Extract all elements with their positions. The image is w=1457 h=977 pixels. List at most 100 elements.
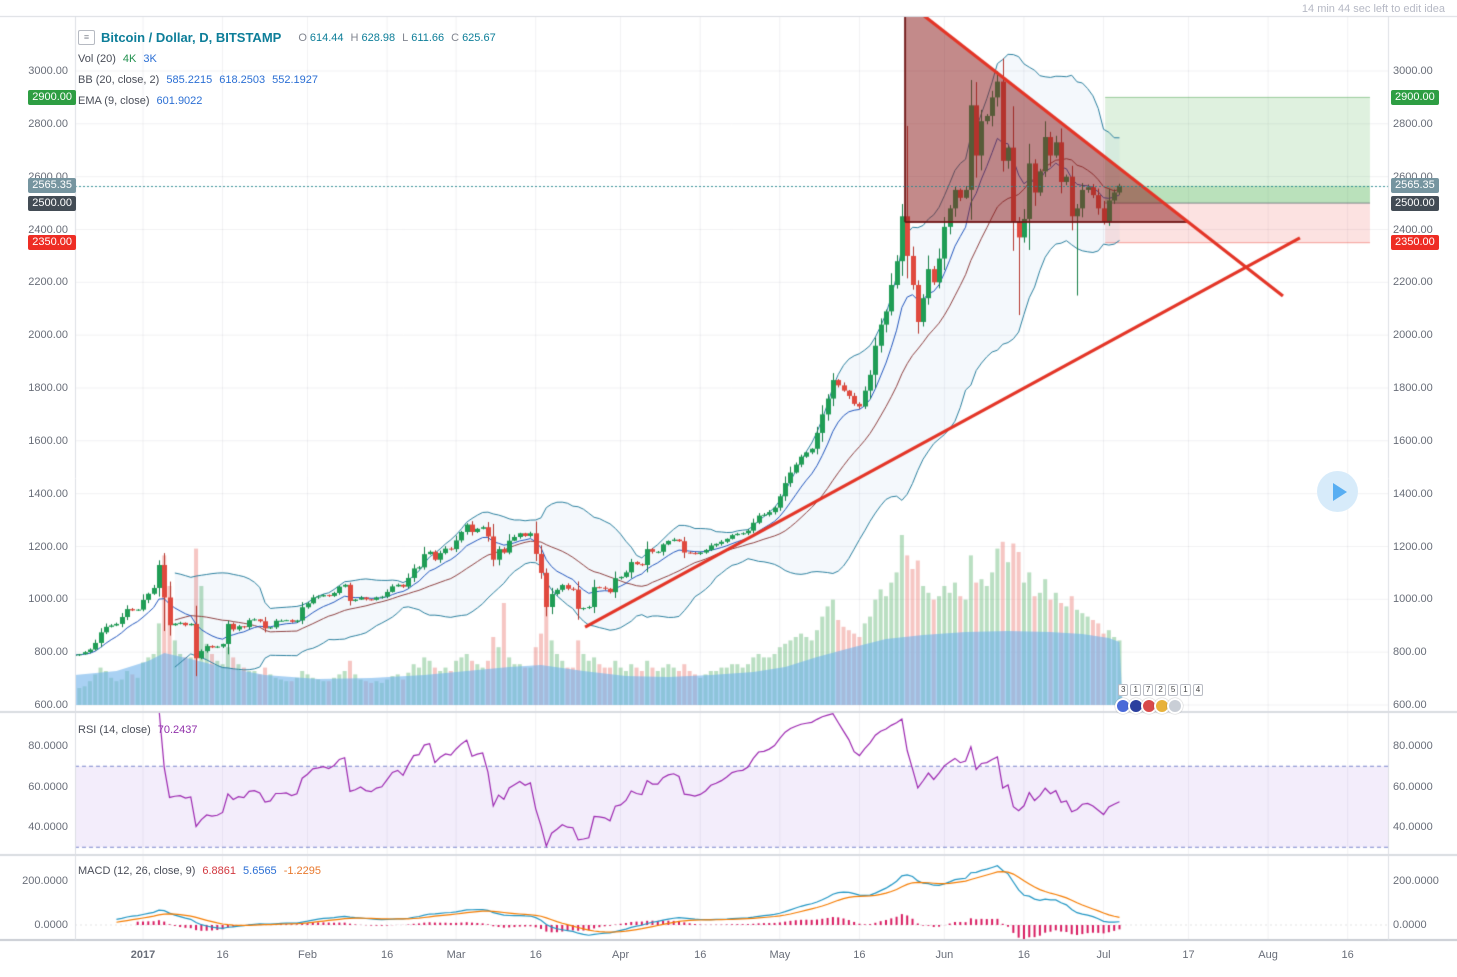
bb-basis-value: 585.2215 bbox=[166, 73, 213, 86]
rsi-value: 70.2437 bbox=[157, 723, 198, 736]
time-label: Mar bbox=[446, 949, 466, 961]
price-badge-right[interactable]: 2900.00 bbox=[1391, 89, 1439, 105]
price-tick: 600.00 bbox=[34, 699, 68, 711]
play-icon bbox=[1333, 482, 1347, 501]
legend-panel: ≡ Bitcoin / Dollar, D, BITSTAMP O 614.44… bbox=[78, 27, 496, 111]
rsi-label: RSI (14, close) bbox=[78, 723, 151, 736]
idea-count: 4 bbox=[1192, 684, 1204, 696]
idea-count: 7 bbox=[1142, 684, 1154, 696]
low-value: 611.66 bbox=[411, 31, 445, 44]
symbol-row[interactable]: ≡ Bitcoin / Dollar, D, BITSTAMP O 614.44… bbox=[78, 27, 496, 48]
volume-value: 4K bbox=[122, 52, 137, 65]
price-tick: 3000.00 bbox=[28, 65, 68, 77]
bb-legend[interactable]: BB (20, close, 2) 585.2215 618.2503 552.… bbox=[78, 69, 496, 90]
rsi-tick: 60.0000 bbox=[1393, 780, 1433, 793]
idea-count: 1 bbox=[1180, 684, 1191, 696]
ema-value: 601.9022 bbox=[156, 94, 203, 107]
edit-countdown-text: 14 min 44 sec left to edit idea bbox=[1301, 3, 1445, 15]
time-label: Jun bbox=[935, 949, 954, 961]
price-tick: 1400.00 bbox=[28, 487, 68, 500]
play-button[interactable] bbox=[1317, 471, 1358, 512]
time-label: Aug bbox=[1258, 949, 1278, 961]
price-tick: 1600.00 bbox=[1393, 434, 1433, 447]
price-badge-right[interactable]: 2500.00 bbox=[1391, 195, 1439, 211]
idea-count: 3 bbox=[1118, 684, 1129, 696]
price-tick: 2000.00 bbox=[1393, 329, 1433, 342]
price-tick: 1000.00 bbox=[28, 593, 68, 606]
price-tick: 800.00 bbox=[1393, 646, 1427, 659]
high-label: H bbox=[350, 31, 359, 44]
rsi-tick: 40.0000 bbox=[1393, 821, 1433, 833]
rsi-tick: 80.0000 bbox=[1393, 740, 1433, 752]
price-tick: 2800.00 bbox=[1393, 117, 1433, 130]
idea-avatars bbox=[1115, 698, 1203, 714]
macd-hist-value: 6.8861 bbox=[202, 864, 237, 877]
macd-label: MACD (12, 26, close, 9) bbox=[78, 864, 196, 877]
ema-label: EMA (9, close) bbox=[78, 94, 150, 107]
macd-tick: 0.0000 bbox=[1393, 919, 1427, 931]
time-label: 16 bbox=[1341, 949, 1354, 961]
rsi-tick: 80.0000 bbox=[28, 740, 68, 752]
rsi-tick: 60.0000 bbox=[28, 780, 68, 793]
time-label: 16 bbox=[380, 949, 394, 961]
price-badge-left[interactable]: 2900.00 bbox=[28, 89, 76, 105]
volume-ma-value: 3K bbox=[143, 52, 157, 65]
rsi-tick: 40.0000 bbox=[28, 821, 68, 833]
rsi-legend[interactable]: RSI (14, close) 70.2437 bbox=[78, 719, 198, 740]
bb-label: BB (20, close, 2) bbox=[78, 73, 160, 86]
bb-lower-value: 552.1927 bbox=[272, 73, 318, 86]
idea-count: 5 bbox=[1167, 684, 1179, 696]
price-tick: 2000.00 bbox=[28, 329, 68, 342]
price-tick: 2400.00 bbox=[28, 223, 68, 236]
price-tick: 1800.00 bbox=[1393, 382, 1433, 394]
price-badge-right[interactable]: 2565.35 bbox=[1391, 178, 1439, 194]
idea-count: 2 bbox=[1155, 684, 1166, 696]
time-label: 17 bbox=[1182, 949, 1195, 961]
price-tick: 2200.00 bbox=[1393, 276, 1433, 289]
price-tick: 1200.00 bbox=[28, 540, 68, 553]
time-label: 16 bbox=[694, 949, 707, 961]
close-value: 625.67 bbox=[462, 31, 496, 44]
time-label: 16 bbox=[1017, 949, 1031, 961]
open-value: 614.44 bbox=[309, 31, 344, 44]
time-label: Jul bbox=[1096, 949, 1111, 961]
volume-legend[interactable]: Vol (20) 4K 3K bbox=[78, 48, 496, 69]
bb-upper-value: 618.2503 bbox=[219, 73, 266, 86]
price-badge-left[interactable]: 2350.00 bbox=[28, 235, 76, 251]
price-tick: 1600.00 bbox=[28, 434, 68, 447]
idea-avatar[interactable] bbox=[1167, 698, 1183, 714]
ema-legend[interactable]: EMA (9, close) 601.9022 bbox=[78, 90, 496, 111]
price-tick: 3000.00 bbox=[1393, 65, 1433, 77]
time-label: 16 bbox=[529, 949, 542, 961]
price-tick: 800.00 bbox=[34, 646, 68, 659]
macd-signal-value: -1.2295 bbox=[283, 864, 321, 877]
price-tick: 2800.00 bbox=[28, 117, 68, 130]
price-badge-right[interactable]: 2350.00 bbox=[1391, 235, 1439, 251]
price-tick: 2400.00 bbox=[1393, 223, 1433, 236]
price-tick: 1000.00 bbox=[1393, 593, 1433, 606]
price-badge-left[interactable]: 2565.35 bbox=[28, 178, 76, 194]
macd-legend[interactable]: MACD (12, 26, close, 9) 6.8861 5.6565 -1… bbox=[78, 860, 321, 881]
price-tick: 600.00 bbox=[1393, 699, 1427, 711]
price-tick: 1800.00 bbox=[28, 382, 68, 394]
price-tick: 1400.00 bbox=[1393, 487, 1433, 500]
legend-menu-icon[interactable]: ≡ bbox=[78, 30, 95, 45]
time-label: 16 bbox=[853, 949, 866, 961]
price-badge-left[interactable]: 2500.00 bbox=[28, 195, 76, 211]
volume-label: Vol (20) bbox=[78, 52, 116, 65]
symbol-title[interactable]: Bitcoin / Dollar, D, BITSTAMP bbox=[101, 30, 282, 45]
macd-tick: 200.0000 bbox=[22, 875, 68, 887]
idea-count: 1 bbox=[1130, 684, 1141, 696]
time-label: 2017 bbox=[130, 949, 156, 961]
time-label: 16 bbox=[216, 949, 229, 961]
open-label: O bbox=[298, 31, 307, 44]
time-label: May bbox=[769, 949, 791, 961]
macd-line-value: 5.6565 bbox=[243, 864, 277, 877]
time-label: Feb bbox=[298, 949, 317, 961]
close-label: C bbox=[451, 31, 460, 44]
time-label: Apr bbox=[612, 949, 630, 961]
